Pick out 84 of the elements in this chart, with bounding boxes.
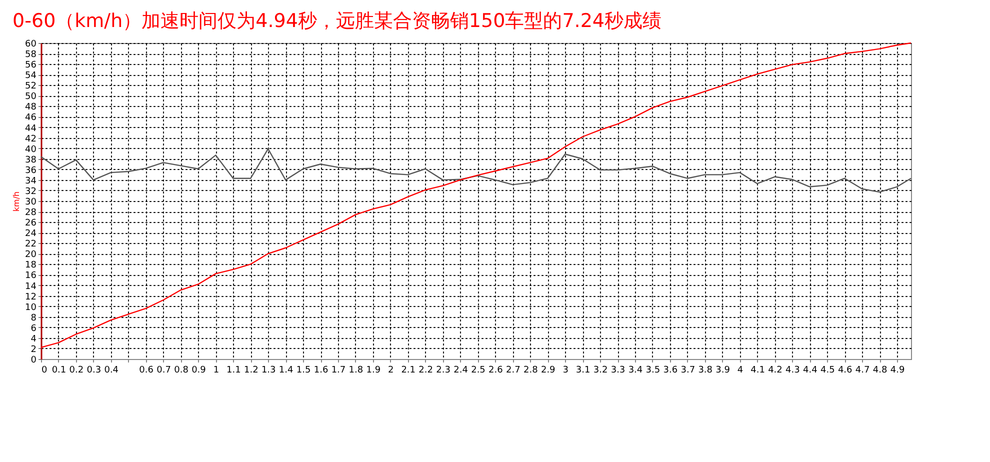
x-tick-label: 2.3 xyxy=(436,366,450,376)
x-tick-label: 0.9 xyxy=(192,366,206,376)
x-tick-label: 4.5 xyxy=(820,366,835,376)
y-tick-label: 38 xyxy=(25,155,37,166)
x-tick-label: 0.1 xyxy=(52,366,66,376)
y-tick-label: 10 xyxy=(25,302,37,313)
x-tick-label: 3.2 xyxy=(593,366,608,376)
line-series xyxy=(40,148,912,193)
x-tick-label: 2.9 xyxy=(540,366,556,376)
x-tick-label: 1.1 xyxy=(226,366,241,376)
x-tick-label: 3.3 xyxy=(610,366,626,376)
y-tick-label: 6 xyxy=(30,324,37,334)
y-tick-label: 50 xyxy=(25,92,37,102)
y-tick-label: 40 xyxy=(25,144,37,155)
x-tick-label: 3.5 xyxy=(646,366,660,376)
x-tick-label: 1.8 xyxy=(348,366,364,376)
x-tick-label: 0.7 xyxy=(156,366,171,376)
y-tick-label: 14 xyxy=(25,282,37,292)
line-series xyxy=(40,42,912,348)
x-tick-label: 2.4 xyxy=(454,366,468,376)
x-tick-label: 4 xyxy=(737,366,744,376)
y-tick-label: 20 xyxy=(25,250,37,260)
y-tick-label: 18 xyxy=(25,260,37,271)
x-tick-label: 0.6 xyxy=(139,366,154,376)
x-tick-label: 1.3 xyxy=(261,366,276,376)
x-tick-label: 4.9 xyxy=(890,366,905,376)
y-tick-label: 46 xyxy=(25,113,37,124)
y-tick-label: 54 xyxy=(25,71,37,82)
x-tick-label: 1.4 xyxy=(278,366,294,376)
x-tick-label: 2.6 xyxy=(488,366,504,376)
x-tick-label: 3.4 xyxy=(628,366,643,376)
y-tick-label: 60 xyxy=(25,40,37,50)
y-tick-label: 30 xyxy=(25,198,37,208)
x-tick-label: 4.6 xyxy=(838,366,853,376)
x-tick-label: 4.8 xyxy=(872,366,888,376)
x-tick-label: 1.6 xyxy=(314,366,328,376)
y-tick-label: 56 xyxy=(25,60,37,71)
x-tick-label: 1.5 xyxy=(296,366,311,376)
x-tick-label: 0.4 xyxy=(104,366,119,376)
y-tick-label: 16 xyxy=(25,271,37,282)
y-tick-label: 2 xyxy=(30,344,36,355)
x-tick-label: 3 xyxy=(562,366,568,376)
y-tick-label: 0 xyxy=(30,356,37,366)
x-tick-label: 2.2 xyxy=(418,366,433,376)
x-tick-label: 3.7 xyxy=(680,366,696,376)
y-tick-label: 12 xyxy=(25,292,36,302)
x-tick-label: 1.2 xyxy=(244,366,258,376)
x-tick-label: 2 xyxy=(388,366,394,376)
x-tick-label: 4.3 xyxy=(786,366,800,376)
y-tick-label: 32 xyxy=(25,186,36,197)
y-tick-label: 22 xyxy=(25,240,36,250)
x-tick-label: 1 xyxy=(213,366,220,376)
y-tick-label: 44 xyxy=(25,124,37,134)
y-tick-label: 58 xyxy=(25,50,37,60)
x-tick-label: 1.7 xyxy=(331,366,346,376)
x-tick-label: 4.1 xyxy=(750,366,765,376)
x-tick-label: 3.8 xyxy=(698,366,713,376)
x-tick-label: 4.7 xyxy=(855,366,870,376)
y-tick-label: 28 xyxy=(25,208,37,218)
y-axis-title: km/h xyxy=(12,191,22,212)
y-tick-label: 8 xyxy=(30,313,37,324)
x-tick-label: 3.9 xyxy=(716,366,730,376)
y-tick-label: 24 xyxy=(25,229,37,240)
y-tick-label: 26 xyxy=(25,218,37,229)
x-tick-label: 2.1 xyxy=(401,366,416,376)
chart-title: 0-60（km/h）加速时间仅为4.94秒，远胜某合资畅销150车型的7.24秒成绩 xyxy=(12,10,662,32)
y-tick-label: 48 xyxy=(25,102,37,113)
y-tick-label: 4 xyxy=(30,334,37,344)
y-tick-label: 42 xyxy=(25,134,36,144)
x-tick-label: 2.7 xyxy=(506,366,520,376)
y-tick-label: 36 xyxy=(25,166,37,176)
y-tick-label: 34 xyxy=(25,176,37,186)
x-tick-label: 0 xyxy=(42,366,48,376)
x-tick-label: 1.9 xyxy=(366,366,381,376)
x-tick-label: 3.1 xyxy=(576,366,590,376)
x-tick-label: 2.5 xyxy=(471,366,486,376)
x-tick-label: 0.8 xyxy=(174,366,189,376)
y-tick-label: 52 xyxy=(25,82,36,92)
x-tick-label: 0.2 xyxy=(69,366,84,376)
x-tick-label: 0.3 xyxy=(86,366,102,376)
x-tick-label: 4.2 xyxy=(768,366,782,376)
x-tick-label: 2.8 xyxy=(523,366,538,376)
x-tick-label: 3.6 xyxy=(663,366,678,376)
x-tick-label: 4.4 xyxy=(803,366,818,376)
